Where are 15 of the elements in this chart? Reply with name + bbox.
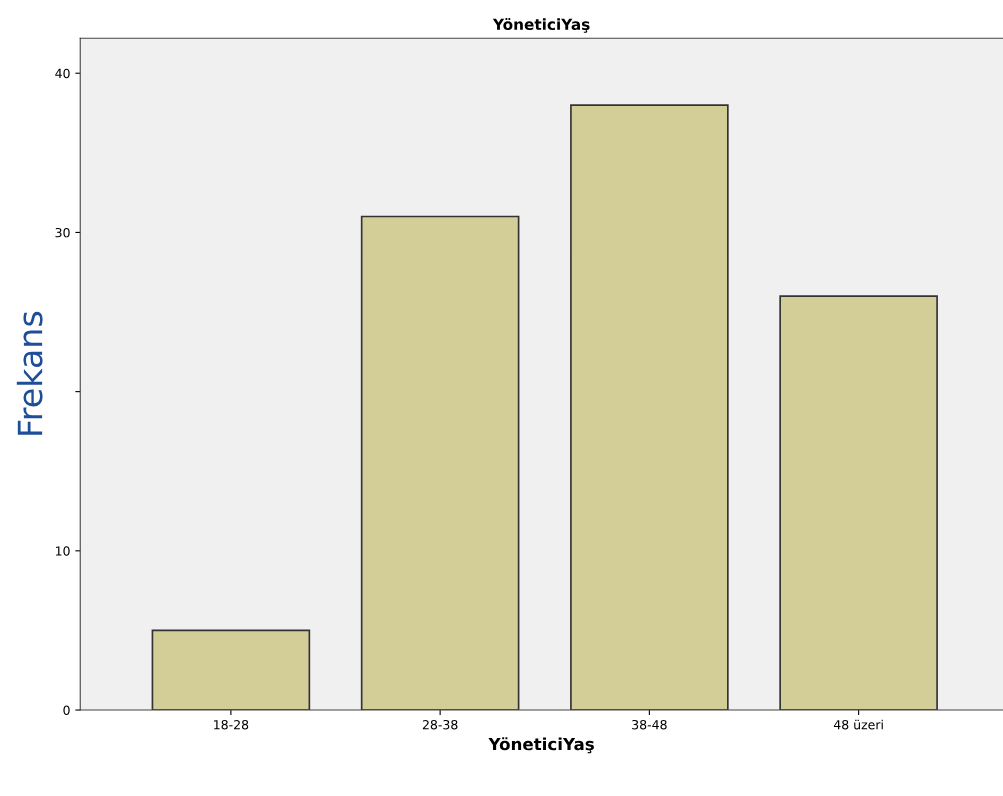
bar [779,295,938,711]
y-tick-label: 10 [55,546,70,556]
x-axis-title: YöneticiYaş [488,737,594,754]
y-axis-title: Frekans [16,311,43,435]
x-tick-label: 28-38 [422,719,458,730]
y-tick-label: 40 [55,68,70,79]
chart-title: YöneticiYaş [492,18,590,33]
x-tick-label: 18-28 [214,719,249,730]
x-tick-label: 48 üzeri [833,719,883,730]
bar [360,215,520,711]
y-tick-label: 30 [55,227,70,238]
x-tick-label: 38-48 [632,719,667,730]
bar [151,629,311,711]
y-tick-label: 0 [63,705,70,715]
bar [570,104,729,711]
